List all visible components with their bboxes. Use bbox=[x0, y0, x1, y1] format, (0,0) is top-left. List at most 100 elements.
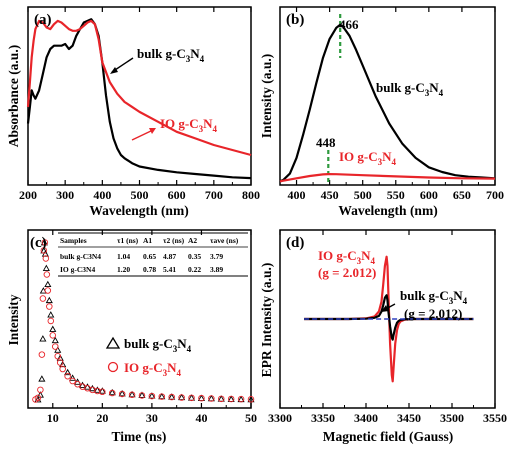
data-point-io bbox=[148, 392, 156, 400]
data-point-bulk bbox=[98, 387, 106, 394]
data-point-io bbox=[237, 395, 245, 403]
table-header-cell: A1 bbox=[143, 236, 152, 245]
x-tick-label: 550 bbox=[387, 188, 405, 202]
panel-a: 200 300 400 500 600 700 800 (a) Wavelength (nm… bbox=[6, 6, 260, 218]
table-cell: IO g-C3N4 bbox=[60, 265, 95, 274]
series-line-io-g-c3n4 bbox=[26, 19, 252, 157]
x-tick-label: 20 bbox=[96, 411, 108, 425]
panel-a-bulk-arrowhead bbox=[110, 67, 118, 74]
data-point-io bbox=[247, 396, 255, 403]
ann-text: N bbox=[203, 116, 213, 131]
ann-text: bulk g-C bbox=[400, 288, 449, 303]
x-tick-label: 30 bbox=[146, 411, 158, 425]
panel-c-series bbox=[32, 239, 255, 403]
table-cell: 1.20 bbox=[117, 265, 130, 274]
data-point-bulk bbox=[49, 325, 57, 332]
x-tick-label: 600 bbox=[168, 188, 186, 202]
x-tick-label: 3450 bbox=[397, 411, 421, 425]
ann-sub: 4 bbox=[213, 124, 218, 134]
table-header-cell: τave (ns) bbox=[210, 236, 239, 245]
data-point-io bbox=[198, 394, 205, 402]
table-cell: 1.04 bbox=[117, 252, 130, 261]
panel-a-io-arrowhead bbox=[149, 128, 156, 134]
panel-d-io-annotation: IO g-C3N4 bbox=[318, 248, 376, 266]
data-point-io bbox=[41, 239, 49, 246]
x-tick-label: 300 bbox=[56, 188, 74, 202]
x-tick-label: 400 bbox=[93, 188, 111, 202]
data-point-io bbox=[47, 317, 55, 325]
ann-text: N bbox=[429, 80, 439, 95]
data-point-io bbox=[168, 393, 175, 401]
panel-b-label: (b) bbox=[286, 12, 304, 28]
data-point-bulk bbox=[148, 392, 156, 399]
panel-d-io-g-value: (g = 2.012) bbox=[318, 265, 376, 280]
data-point-io bbox=[94, 387, 101, 395]
data-point-io bbox=[138, 392, 146, 399]
panel-c: 10 20 30 40 50 (c) Time (ns) Intensity Sampl… bbox=[6, 229, 257, 444]
panel-c-xlabel: Time (ns) bbox=[112, 429, 167, 444]
x-tick-label: 600 bbox=[420, 188, 438, 202]
panel-b-io-annotation: IO g-C3N4 bbox=[339, 149, 397, 167]
series-line-io-g-c3n4 bbox=[304, 255, 474, 383]
data-point-io bbox=[39, 295, 47, 302]
panel-a-xlabel: Wavelength (nm) bbox=[89, 203, 188, 218]
data-point-io bbox=[54, 352, 61, 360]
ann-sub: 3 bbox=[199, 124, 204, 134]
x-tick-label: 800 bbox=[242, 188, 260, 202]
x-tick-label: 500 bbox=[131, 188, 149, 202]
panel-a-x-ticks: 200 300 400 500 600 700 800 bbox=[19, 7, 260, 202]
panel-a-io-annotation: IO g-C3N4 bbox=[160, 116, 218, 134]
data-point-bulk bbox=[78, 381, 87, 388]
table-header-cell: τ2 (ns) bbox=[163, 236, 185, 245]
data-point-bulk bbox=[59, 360, 67, 368]
data-point-io bbox=[42, 255, 50, 262]
data-point-io bbox=[218, 395, 225, 403]
panel-d-bulk-arrowhead bbox=[381, 305, 389, 312]
panel-b-peak-label-466: 466 bbox=[339, 17, 359, 32]
data-point-io bbox=[69, 377, 76, 385]
panel-d-ylabel: EPR Intensity (a.u.) bbox=[259, 263, 274, 378]
data-point-bulk bbox=[128, 390, 136, 398]
ann-text: IO g-C bbox=[124, 360, 163, 375]
legend-triangle-marker bbox=[105, 336, 121, 349]
data-point-bulk bbox=[83, 383, 92, 390]
data-point-bulk bbox=[39, 335, 47, 342]
data-point-io bbox=[158, 393, 166, 400]
data-point-bulk bbox=[178, 393, 186, 401]
data-point-io bbox=[227, 395, 235, 403]
series-line-bulk-g-c3n4 bbox=[26, 18, 252, 180]
ann-sub: 4 bbox=[439, 88, 444, 98]
ann-text: N bbox=[190, 46, 200, 61]
data-point-bulk bbox=[47, 311, 55, 318]
panel-d-x-ticks: 3300 3350 3400 3450 3500 3550 bbox=[268, 230, 507, 425]
ann-text: bulk g-C bbox=[137, 46, 186, 61]
ann-sub: 3 bbox=[357, 256, 362, 266]
ann-sub: 3 bbox=[163, 368, 168, 378]
panel-d-bulk-annotation: bulk g-C3N4 bbox=[400, 288, 468, 306]
panel-d-series bbox=[304, 255, 474, 383]
x-tick-label: 650 bbox=[453, 188, 471, 202]
panel-b-x-ticks: 400 450 500 550 600 650 700 bbox=[288, 7, 504, 202]
data-point-bulk bbox=[69, 374, 77, 381]
data-point-io bbox=[178, 394, 185, 401]
panel-a-io-arrow bbox=[131, 129, 154, 141]
data-point-bulk bbox=[187, 394, 196, 401]
table-cell: 0.22 bbox=[188, 265, 201, 274]
x-tick-label: 200 bbox=[19, 188, 37, 202]
x-tick-label: 700 bbox=[486, 188, 504, 202]
data-point-io bbox=[37, 386, 44, 394]
ann-sub: 3 bbox=[449, 296, 454, 306]
panel-c-inset-table: Samples τ1 (ns) A1 τ2 (ns) A2 τave (ns) bulk g… bbox=[58, 232, 248, 277]
legend-bulk-label: bulk g-C3N4 bbox=[124, 336, 192, 354]
x-tick-label: 3400 bbox=[354, 411, 378, 425]
panel-b: 400 450 500 550 600 650 700 (b) Wavelength (nm… bbox=[259, 6, 504, 218]
table-cell: 3.79 bbox=[210, 252, 223, 261]
x-tick-label: 3500 bbox=[440, 411, 464, 425]
data-point-io bbox=[40, 247, 48, 254]
ann-sub: 4 bbox=[371, 256, 376, 266]
panel-d-label: (d) bbox=[286, 235, 304, 251]
data-point-bulk bbox=[168, 393, 176, 400]
data-point-io bbox=[64, 372, 71, 380]
table-cell: 3.89 bbox=[210, 265, 223, 274]
